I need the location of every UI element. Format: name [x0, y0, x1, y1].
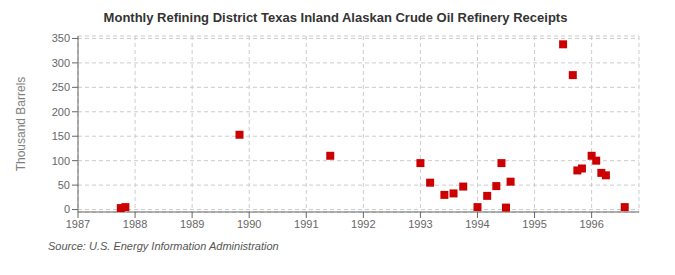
svg-text:1995: 1995 — [522, 218, 546, 230]
svg-text:250: 250 — [52, 81, 70, 93]
svg-text:150: 150 — [52, 130, 70, 142]
svg-text:100: 100 — [52, 155, 70, 167]
svg-text:Thousand Barrels: Thousand Barrels — [14, 77, 28, 172]
svg-text:1988: 1988 — [123, 218, 147, 230]
svg-text:200: 200 — [52, 106, 70, 118]
html-text:Source: U.S. Energy Informatio: Source: U.S. Energy Information Administ… — [48, 240, 279, 252]
svg-text:50: 50 — [58, 179, 70, 191]
svg-text:0: 0 — [64, 203, 70, 215]
svg-text:1992: 1992 — [351, 218, 375, 230]
svg-text:300: 300 — [52, 57, 70, 69]
svg-text:1993: 1993 — [408, 218, 432, 230]
svg-text:1990: 1990 — [237, 218, 261, 230]
svg-text:350: 350 — [52, 32, 70, 44]
svg-text:1994: 1994 — [465, 218, 489, 230]
svg-text:1989: 1989 — [180, 218, 204, 230]
svg-text:1991: 1991 — [294, 218, 318, 230]
html-text:Monthly Refining District Texa: Monthly Refining District Texas Inland A… — [103, 10, 568, 25]
svg-text:1987: 1987 — [66, 218, 90, 230]
svg-text:1996: 1996 — [579, 218, 603, 230]
